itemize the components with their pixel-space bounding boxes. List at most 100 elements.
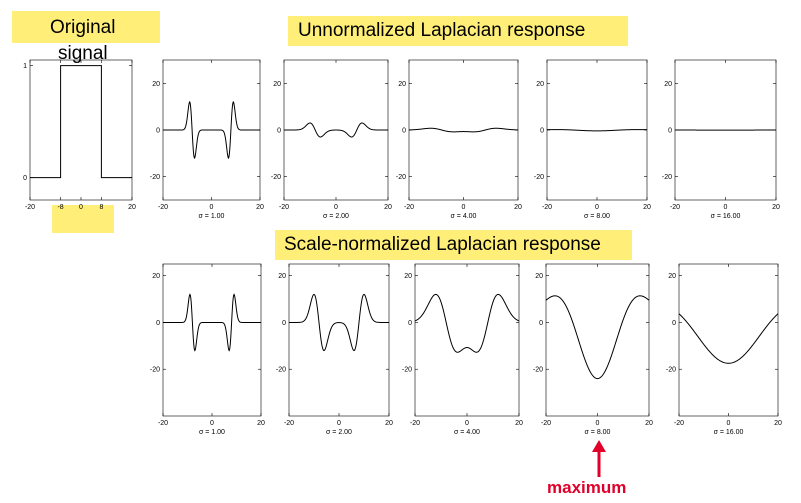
y-tick-label: 20 <box>152 273 160 280</box>
series-line <box>408 127 519 133</box>
x-tick-label: 0 <box>465 420 469 427</box>
y-tick-label: -20 <box>662 174 672 181</box>
sigma-caption: σ = 4.00 <box>454 429 480 436</box>
x-tick-label: 0 <box>462 204 466 211</box>
x-tick-label: -20 <box>158 420 168 427</box>
x-tick-label: 0 <box>337 420 341 427</box>
y-tick-label: 0 <box>277 128 281 135</box>
x-tick-label: 0 <box>595 204 599 211</box>
y-tick-label: 20 <box>668 273 676 280</box>
y-tick-label: -20 <box>276 367 286 374</box>
x-tick-label: 20 <box>774 420 782 427</box>
y-tick-label: -20 <box>666 367 676 374</box>
x-tick-label: -20 <box>410 420 420 427</box>
x-tick-label: 8 <box>99 204 103 211</box>
series-line <box>284 122 388 138</box>
y-tick-label: 0 <box>668 128 672 135</box>
maximum-label: maximum <box>547 478 627 497</box>
x-tick-label: 20 <box>257 420 265 427</box>
unnormalized-title-highlight <box>288 16 628 46</box>
y-tick-label: 0 <box>156 320 160 327</box>
original-label-line2: signal <box>58 43 108 64</box>
sigma-caption: σ = 16.00 <box>714 429 744 436</box>
maximum-arrow-icon <box>592 440 606 477</box>
y-tick-label: 0 <box>408 320 412 327</box>
y-tick-label: 1 <box>23 63 27 70</box>
original-label-highlight <box>12 11 160 43</box>
y-tick-label: -20 <box>150 174 160 181</box>
x-tick-label: -20 <box>284 420 294 427</box>
y-tick-label: 20 <box>398 81 406 88</box>
series-line <box>678 313 779 364</box>
sigma-caption: σ = 16.00 <box>711 213 741 220</box>
y-tick-label: -20 <box>150 367 160 374</box>
plot-frame <box>288 263 390 417</box>
plot-frame <box>414 263 520 417</box>
x-tick-label: 0 <box>210 204 214 211</box>
normalized-title: Scale-normalized Laplacian response <box>284 234 601 255</box>
y-tick-label: 0 <box>540 128 544 135</box>
x-tick-label: -8 <box>57 204 63 211</box>
y-tick-label: 0 <box>402 128 406 135</box>
sigma-caption: σ = 2.00 <box>326 429 352 436</box>
y-tick-label: 20 <box>536 81 544 88</box>
y-tick-label: -20 <box>533 367 543 374</box>
plot-frame <box>162 263 262 417</box>
chart-unnorm-8: -20 0 20 -20 0 20 σ = 8.00 <box>534 59 651 220</box>
chart-original-signal: -20 -8 0 8 20 0 1 <box>23 59 136 211</box>
chart-norm-2: -20 0 20 -20 0 20 σ = 2.00 <box>276 263 393 436</box>
y-tick-label: -20 <box>396 174 406 181</box>
series-line <box>163 293 261 352</box>
chart-unnorm-1: -20 0 20 -20 0 20 σ = 1.00 <box>150 59 264 220</box>
y-tick-label: 0 <box>23 175 27 182</box>
plot-frame <box>29 59 133 201</box>
x-tick-label: 20 <box>385 420 393 427</box>
plot-frame <box>678 263 779 417</box>
y-tick-label: 20 <box>278 273 286 280</box>
x-tick-label: -20 <box>542 204 552 211</box>
chart-unnorm-2: -20 0 20 -20 0 20 σ = 2.00 <box>271 59 392 220</box>
series-line <box>545 295 650 380</box>
y-tick-label: 20 <box>535 273 543 280</box>
chart-norm-8: -20 0 20 -20 0 20 σ = 8.00 <box>533 263 653 436</box>
sigma-caption: σ = 4.00 <box>451 213 477 220</box>
x-tick-label: 0 <box>727 420 731 427</box>
sigma-caption: σ = 1.00 <box>199 429 225 436</box>
x-tick-label: 20 <box>384 204 392 211</box>
y-tick-label: 20 <box>273 81 281 88</box>
series-line <box>547 129 647 132</box>
plot-frame <box>408 59 519 201</box>
y-tick-label: 0 <box>539 320 543 327</box>
x-tick-label: -20 <box>670 204 680 211</box>
series-line <box>414 293 520 353</box>
series-line <box>289 293 389 352</box>
x-tick-label: 0 <box>596 420 600 427</box>
y-tick-label: 20 <box>404 273 412 280</box>
y-tick-label: -20 <box>271 174 281 181</box>
x-tick-label: -20 <box>404 204 414 211</box>
unnormalized-title: Unnormalized Laplacian response <box>298 20 586 41</box>
chart-norm-1: -20 0 20 -20 0 20 σ = 1.00 <box>150 263 265 436</box>
x-tick-label: -20 <box>279 204 289 211</box>
x-tick-label: 0 <box>724 204 728 211</box>
y-tick-label: 0 <box>156 128 160 135</box>
normalized-title-highlight <box>275 230 632 260</box>
chart-unnorm-16: -20 0 20 -20 0 20 σ = 16.00 <box>662 59 780 220</box>
x-tick-label: -20 <box>25 204 35 211</box>
chart-unnorm-4: -20 0 20 -20 0 20 σ = 4.00 <box>396 59 522 220</box>
y-tick-label: 0 <box>282 320 286 327</box>
x-tick-label: 20 <box>772 204 780 211</box>
x-tick-label: 0 <box>334 204 338 211</box>
original-label-highlight-lower <box>52 205 114 233</box>
x-tick-label: -20 <box>541 420 551 427</box>
plot-frame <box>545 263 650 417</box>
x-tick-label: 0 <box>210 420 214 427</box>
y-tick-label: 20 <box>152 81 160 88</box>
y-tick-label: -20 <box>534 174 544 181</box>
y-tick-label: 0 <box>672 320 676 327</box>
chart-norm-4: -20 0 20 -20 0 20 σ = 4.00 <box>402 263 523 436</box>
original-label-line1: Original <box>50 17 116 38</box>
x-tick-label: -20 <box>158 204 168 211</box>
